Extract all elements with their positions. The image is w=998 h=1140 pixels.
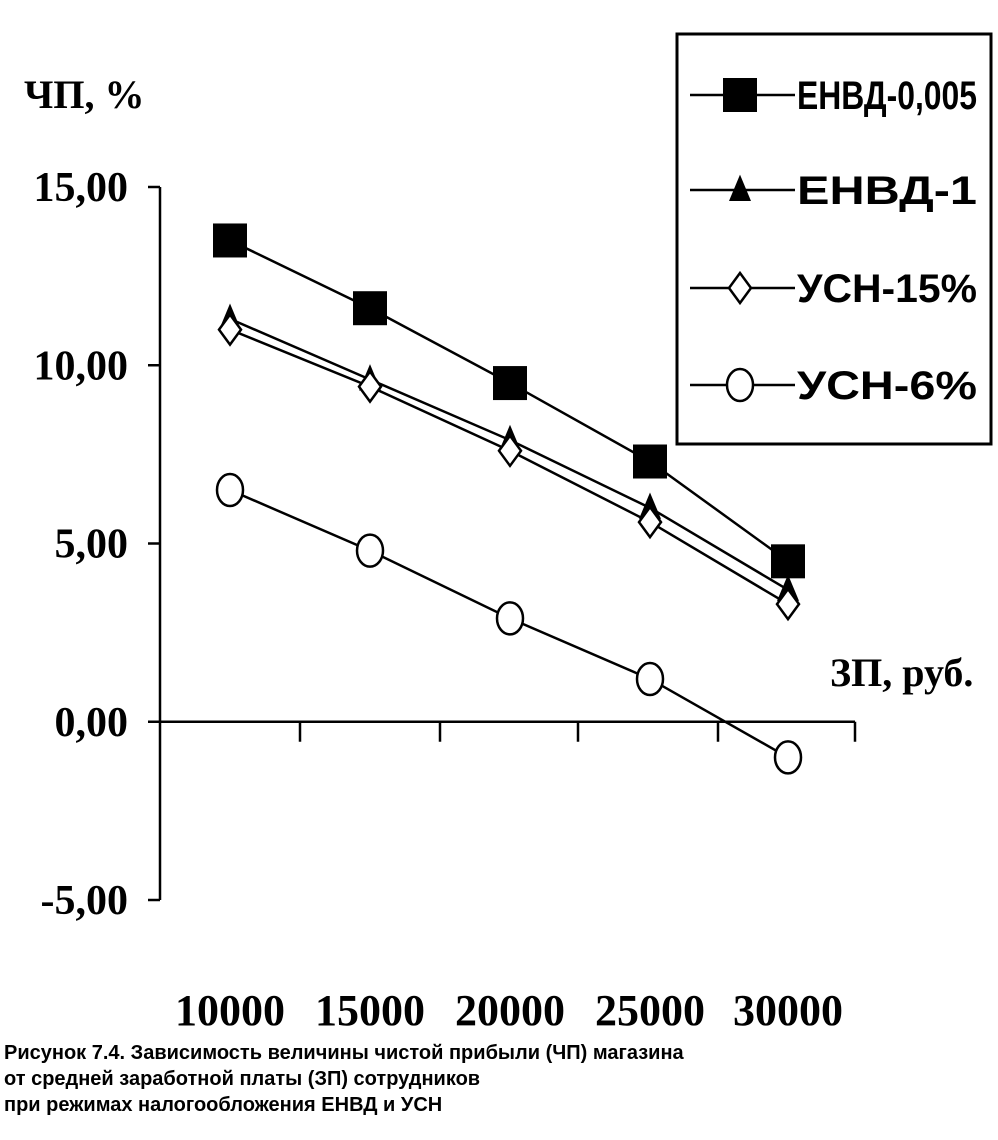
data-point bbox=[215, 472, 245, 508]
x-tick-label: 20000 bbox=[455, 986, 565, 1035]
x-tick-label: 30000 bbox=[733, 986, 843, 1035]
series-layer bbox=[213, 223, 805, 775]
x-tick-label: 10000 bbox=[175, 986, 285, 1035]
data-point bbox=[495, 601, 525, 636]
data-point bbox=[637, 504, 663, 540]
series-3 bbox=[217, 312, 801, 622]
x-tick-label: 15000 bbox=[315, 986, 425, 1035]
legend-marker bbox=[725, 367, 755, 403]
data-point bbox=[355, 533, 385, 568]
legend-marker bbox=[723, 78, 757, 112]
y-tick-label: 15,00 bbox=[34, 165, 129, 211]
y-axis-label: ЧП, % bbox=[24, 72, 144, 117]
y-tick-label: 10,00 bbox=[34, 343, 129, 389]
y-tick-label: 5,00 bbox=[55, 522, 129, 568]
legend-label: ЕНВД-1 bbox=[797, 169, 977, 213]
caption-line-3: при режимах налогообложения ЕНВД и УСН bbox=[4, 1094, 443, 1116]
legend-item-1: ЕНВД-0,005 bbox=[690, 74, 977, 118]
legend-label: ЕНВД-0,005 bbox=[797, 74, 977, 118]
legend-item-3: УСН-15% bbox=[690, 267, 977, 311]
legend-label: УСН-15% bbox=[797, 267, 977, 311]
data-point bbox=[633, 444, 667, 479]
data-point bbox=[213, 223, 247, 258]
legend-item-2: ЕНВД-1 bbox=[690, 169, 977, 213]
legend-label: УСН-6% bbox=[797, 364, 977, 408]
data-point bbox=[493, 366, 527, 401]
series-1 bbox=[213, 223, 805, 579]
caption-line-2: от средней заработной платы (ЗП) сотрудн… bbox=[4, 1068, 481, 1090]
data-point bbox=[217, 312, 243, 347]
data-point bbox=[353, 291, 387, 326]
legend-marker bbox=[729, 174, 751, 201]
chart: ЧП, % ЗП, руб. 15,00 10,00 5,00 0,00 -5,00 10… bbox=[24, 32, 993, 1035]
legend-item-4: УСН-6% bbox=[690, 364, 977, 408]
y-tick-label: -5,00 bbox=[41, 878, 129, 924]
legend-marker bbox=[727, 270, 753, 306]
data-point bbox=[773, 740, 803, 775]
x-axis-label: ЗП, руб. bbox=[830, 650, 973, 695]
series-4 bbox=[215, 472, 803, 775]
data-point bbox=[357, 369, 383, 404]
data-point bbox=[775, 586, 801, 622]
figure-caption: Рисунок 7.4. Зависимость величины чистой… bbox=[4, 1040, 994, 1118]
axes: 15,00 10,00 5,00 0,00 -5,00 10000 15000 20000 25… bbox=[34, 165, 857, 1035]
data-point bbox=[497, 433, 523, 468]
y-tick-label: 0,00 bbox=[55, 700, 129, 746]
caption-line-1: Рисунок 7.4. Зависимость величины чистой… bbox=[4, 1042, 684, 1064]
data-point bbox=[771, 544, 805, 579]
legend: ЕНВД-0,005 ЕНВД-1 УСН-15% УСН-6% bbox=[675, 32, 993, 446]
data-point bbox=[635, 661, 665, 697]
x-tick-label: 25000 bbox=[595, 986, 705, 1035]
